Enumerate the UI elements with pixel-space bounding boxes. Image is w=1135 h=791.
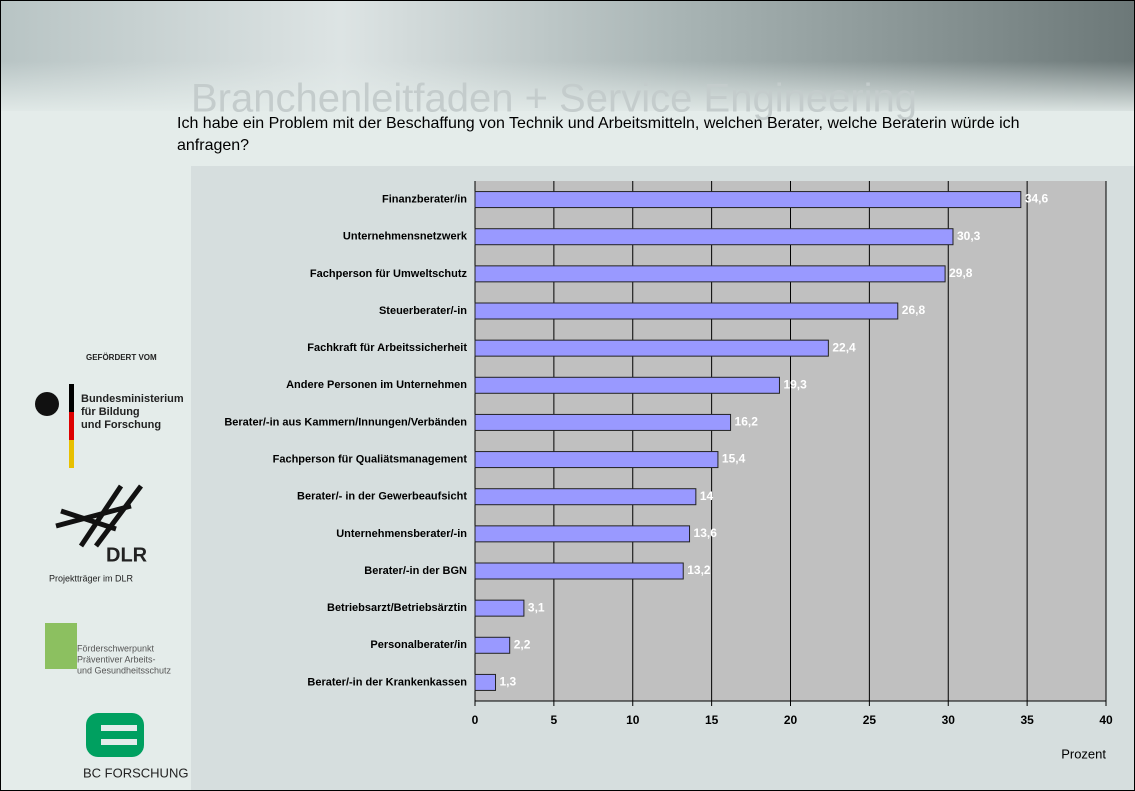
value-label: 13,2 [687, 563, 711, 577]
bc-logo-gap [101, 725, 137, 731]
bar [474, 636, 511, 654]
value-label: 3,1 [528, 600, 545, 614]
value-label: 13,6 [694, 526, 718, 540]
bar [474, 339, 829, 357]
flag-red [69, 412, 74, 440]
value-label: 16,2 [735, 415, 759, 429]
bar [474, 265, 946, 283]
x-tick-label: 35 [1020, 713, 1034, 727]
value-label: 30,3 [957, 229, 981, 243]
focus: Präventiver Arbeits- [77, 654, 156, 664]
category-label: Fachkraft für Arbeitssicherheit [307, 342, 467, 354]
flag-gold [69, 440, 74, 468]
bar [474, 451, 719, 469]
x-tick-label: 10 [626, 713, 640, 727]
category-label: Berater/- in der Gewerbeaufsicht [297, 491, 467, 503]
value-label: 14 [700, 489, 714, 503]
category-label: Berater/-in der Krankenkassen [307, 676, 467, 688]
bc-logo-gap [101, 739, 137, 745]
value-label: 29,8 [949, 266, 973, 280]
category-label: Finanzberater/in [382, 193, 467, 205]
dlr-caption: Projektträger im DLR [49, 573, 134, 583]
ministry: Bundesministerium [81, 393, 184, 405]
ministry: für Bildung [81, 406, 140, 418]
x-tick-label: 0 [472, 713, 479, 727]
funded-by: GEFÖRDERT VOM [86, 353, 157, 362]
value-label: 15,4 [722, 452, 746, 466]
banner-text: Branchenleitfaden + Service Engineering [191, 77, 917, 121]
dlr: DLR [106, 544, 148, 566]
focus: und Gesundheitsschutz [77, 665, 172, 675]
bar [474, 673, 497, 691]
ministry: und Forschung [81, 419, 161, 431]
eagle-icon [35, 392, 59, 416]
question: Ich habe ein Problem mit der Beschaffung… [177, 115, 1020, 154]
value-label: 19,3 [783, 377, 807, 391]
bar [474, 376, 780, 394]
category-label: Personalberater/in [370, 639, 467, 651]
value-label: 2,2 [514, 637, 531, 651]
category-label: Betriebsarzt/Betriebsärztin [327, 602, 467, 614]
x-tick-label: 25 [863, 713, 877, 727]
bar [474, 525, 691, 543]
bar [474, 228, 954, 246]
bar [474, 488, 697, 506]
bar [474, 302, 899, 320]
category-label: Berater/-in der BGN [364, 565, 467, 577]
focus-icon [45, 623, 77, 669]
category-label: Unternehmensberater/-in [336, 528, 467, 540]
category-label: Unternehmensnetzwerk [343, 231, 468, 243]
question-box: Ich habe ein Problem mit der Beschaffung… [177, 115, 1020, 154]
x-tick-label: 40 [1099, 713, 1113, 727]
bar [474, 599, 525, 617]
category-label: Berater/-in aus Kammern/Innungen/Verbänd… [224, 416, 467, 428]
value-label: 34,6 [1025, 192, 1049, 206]
x-tick-label: 20 [784, 713, 798, 727]
x-tick-label: 5 [551, 713, 558, 727]
value-label: 1,3 [500, 675, 517, 689]
banner-fade [1, 61, 1134, 116]
category-label: Andere Personen im Unternehmen [286, 379, 467, 391]
category-label: Steuerberater/-in [379, 305, 467, 317]
focus: Förderschwerpunkt [77, 643, 155, 653]
category-label: Fachperson für Umweltschutz [310, 268, 468, 280]
bc-logo [86, 713, 144, 757]
x-tick-label: 15 [705, 713, 719, 727]
bar [474, 191, 1022, 209]
flag-black [69, 384, 74, 412]
dlr-logo [55, 484, 143, 548]
bar [474, 562, 684, 580]
bc-name: BC FORSCHUNG [83, 765, 188, 780]
bar [474, 413, 732, 431]
value-label: 22,4 [832, 340, 856, 354]
x-tick-label: 30 [942, 713, 956, 727]
value-label: 26,8 [902, 303, 926, 317]
category-label: Fachperson für Qualiätsmanagement [273, 453, 468, 465]
x-axis-label: Prozent [1061, 746, 1106, 761]
